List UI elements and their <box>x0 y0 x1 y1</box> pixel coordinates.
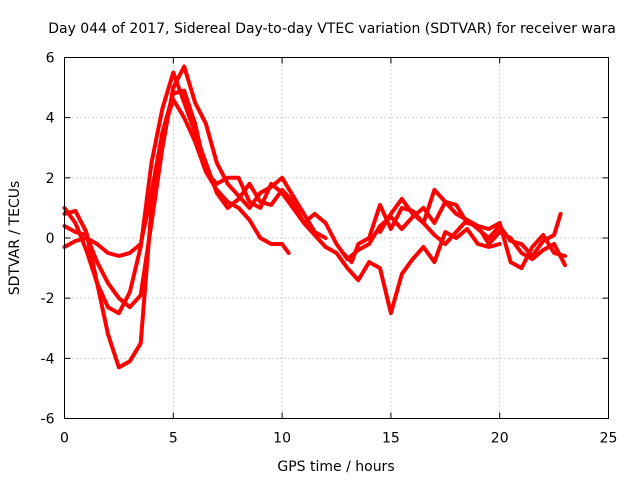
x-tick-label: 10 <box>273 431 291 447</box>
x-tick-label: 20 <box>491 431 509 447</box>
x-tick-label: 15 <box>382 431 400 447</box>
y-tick-label: -2 <box>41 291 55 307</box>
x-axis-label: GPS time / hours <box>277 459 394 475</box>
y-tick-label: 2 <box>46 171 55 187</box>
ticks: -6 -4 -2 0 2 4 6 0 5 10 15 20 25 <box>41 51 618 447</box>
grid <box>64 57 609 419</box>
x-tick-label: 25 <box>600 431 618 447</box>
y-axis-label: SDTVAR / TECUs <box>7 181 23 296</box>
x-tick-label: 5 <box>169 431 178 447</box>
y-tick-label: 0 <box>46 231 55 247</box>
series-line-pass-4 <box>62 70 567 316</box>
chart-title: Day 044 of 2017, Sidereal Day-to-day VTE… <box>48 21 616 37</box>
y-tick-label: 4 <box>46 111 55 127</box>
series-group <box>62 64 567 370</box>
x-tick-label: 0 <box>60 431 69 447</box>
series-line-pass-1 <box>62 97 291 258</box>
series-line-pass-6 <box>341 202 567 268</box>
series-line-pass-2 <box>62 64 328 310</box>
y-tick-label: -6 <box>41 412 55 428</box>
y-tick-label: -4 <box>41 351 55 367</box>
y-tick-label: 6 <box>46 51 55 67</box>
